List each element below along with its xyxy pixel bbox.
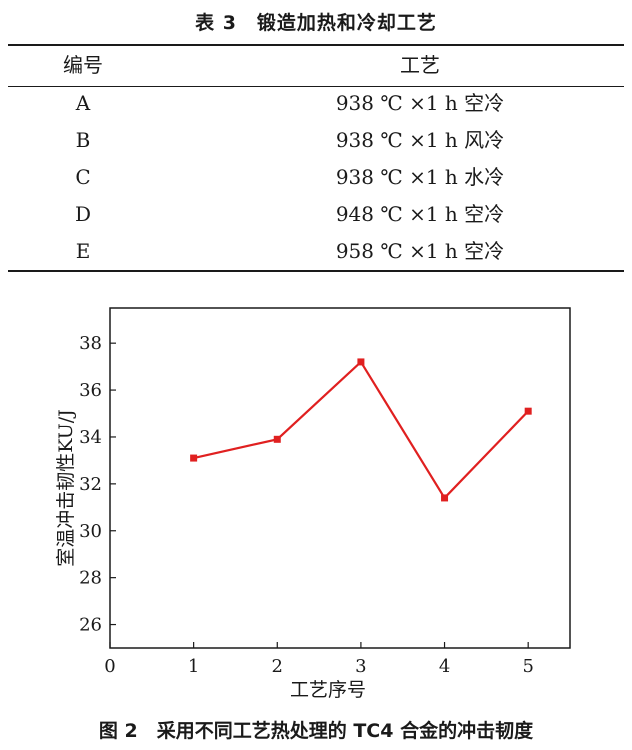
x-tick-label: 3 xyxy=(355,656,366,677)
y-tick-label: 34 xyxy=(79,427,102,448)
table-caption: 表 3 锻造加热和冷却工艺 xyxy=(195,12,437,34)
y-tick-label: 32 xyxy=(79,474,102,495)
figure-caption: 图 2 采用不同工艺热处理的 TC4 合金的冲击韧度 xyxy=(98,720,534,742)
row-process: 958 ℃ ×1 h 空冷 xyxy=(335,239,505,263)
y-tick-label: 38 xyxy=(79,333,102,354)
row-id: B xyxy=(75,128,91,152)
data-point xyxy=(190,454,198,462)
data-point xyxy=(273,435,281,443)
row-id: E xyxy=(75,239,91,263)
row-process: 938 ℃ ×1 h 风冷 xyxy=(335,128,505,152)
row-id: C xyxy=(75,165,91,189)
y-tick-label: 26 xyxy=(79,615,102,636)
row-process: 948 ℃ ×1 h 空冷 xyxy=(335,202,505,226)
series-line xyxy=(193,360,529,500)
row-id: A xyxy=(75,91,91,115)
table-header-rule xyxy=(8,86,624,87)
y-tick-label: 28 xyxy=(79,568,102,589)
data-point xyxy=(441,494,449,502)
row-process: 938 ℃ ×1 h 水冷 xyxy=(335,165,505,189)
row-process: 938 ℃ ×1 h 空冷 xyxy=(335,91,505,115)
impact-toughness-chart: 0 1 2 3 4 5 26 28 30 32 34 36 38 工艺序号 室温冲击韧性KU/J xyxy=(0,296,632,716)
data-point xyxy=(357,358,365,366)
x-tick-label: 1 xyxy=(188,656,199,677)
row-id: D xyxy=(74,202,92,226)
data-point xyxy=(524,407,532,415)
x-tick-label: 4 xyxy=(439,656,450,677)
table-header-process: 工艺 xyxy=(400,53,440,77)
plot-frame xyxy=(109,307,571,649)
y-tick-label: 36 xyxy=(79,380,102,401)
y-tick-label: 30 xyxy=(79,521,102,542)
table-top-rule xyxy=(8,44,624,46)
x-tick-label: 2 xyxy=(272,656,283,677)
x-tick-label: 5 xyxy=(522,656,533,677)
table-header-id: 编号 xyxy=(63,53,103,77)
x-axis-label: 工艺序号 xyxy=(290,679,366,701)
y-axis-label: 室温冲击韧性KU/J xyxy=(55,409,77,567)
x-tick-label: 0 xyxy=(104,656,115,677)
table-bottom-rule xyxy=(8,270,624,272)
